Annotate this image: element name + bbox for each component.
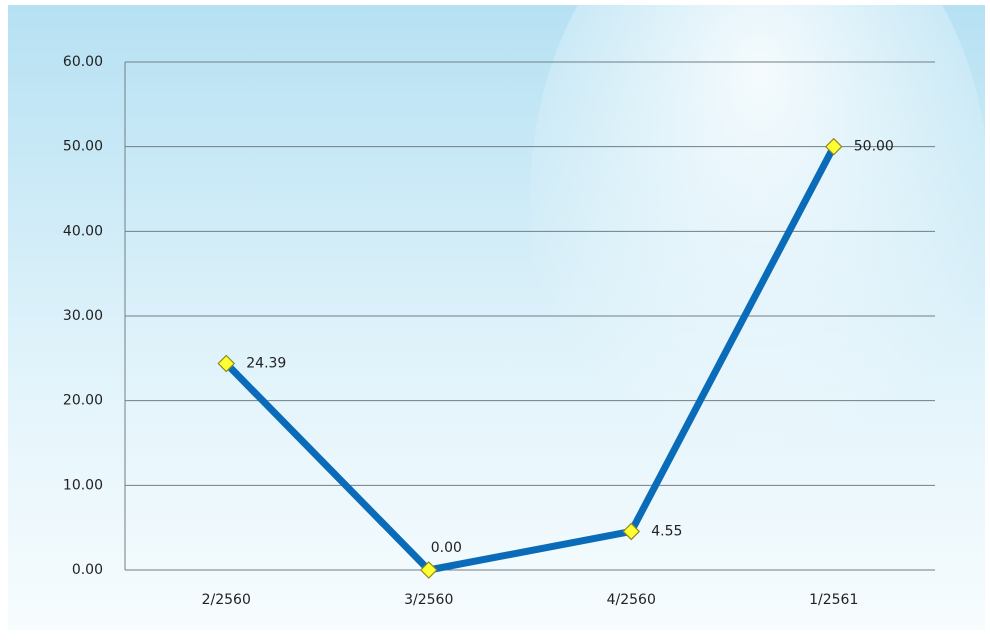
y-tick-label: 20.00 [63, 393, 103, 409]
y-tick-label: 10.00 [63, 477, 103, 493]
data-label: 4.55 [651, 523, 682, 539]
y-tick-label: 0.00 [72, 562, 103, 578]
x-tick-label: 4/2560 [607, 592, 656, 608]
y-tick-label: 30.00 [63, 308, 103, 324]
data-label: 50.00 [854, 139, 894, 155]
x-tick-label: 1/2561 [809, 592, 858, 608]
x-tick-label: 3/2560 [404, 592, 453, 608]
data-point [622, 522, 641, 541]
background-glow [530, 0, 990, 520]
y-tick-label: 50.00 [63, 139, 103, 155]
y-tick-label: 40.00 [63, 223, 103, 239]
series-line [223, 145, 837, 574]
x-tick-label: 2/2560 [202, 592, 251, 608]
y-tick-label: 60.00 [63, 54, 103, 70]
data-label: 24.39 [246, 355, 286, 371]
data-point [419, 561, 438, 579]
data-point [217, 354, 236, 373]
data-label: 0.00 [431, 540, 462, 556]
data-point [824, 137, 843, 156]
